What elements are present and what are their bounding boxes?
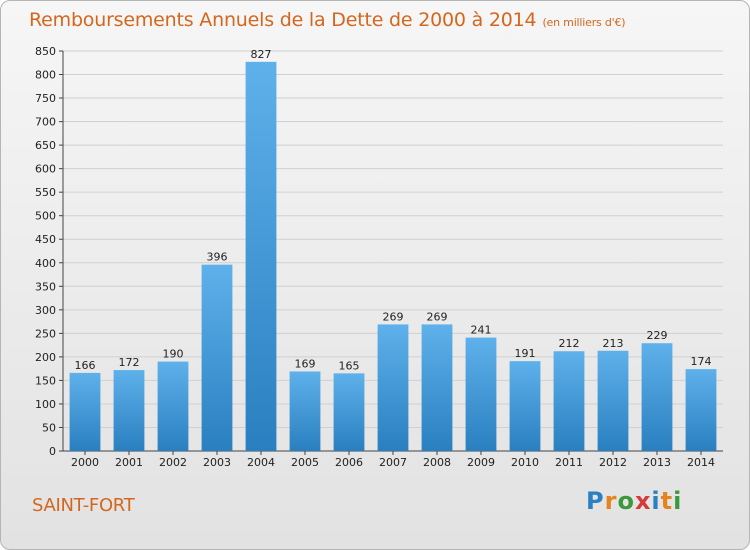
y-tick-label: 100 xyxy=(35,398,56,411)
bar-2003 xyxy=(201,264,233,451)
bar-value-label: 212 xyxy=(559,337,580,350)
y-tick-label: 300 xyxy=(35,304,56,317)
y-tick-label: 600 xyxy=(35,163,56,176)
bars xyxy=(69,61,717,452)
logo-letter: i xyxy=(673,487,683,515)
x-tick-label: 2004 xyxy=(247,456,275,469)
bar-value-label: 396 xyxy=(207,251,228,264)
bar-2007 xyxy=(377,324,409,451)
bar-2012 xyxy=(597,350,629,451)
x-tick-label: 2011 xyxy=(555,456,583,469)
chart-title: Remboursements Annuels de la Dette de 20… xyxy=(29,9,626,31)
bar-2002 xyxy=(157,361,189,451)
bar-value-label: 174 xyxy=(691,355,712,368)
logo-letter: t xyxy=(660,487,674,515)
bar-2005 xyxy=(289,371,321,451)
logo-letter: i xyxy=(651,487,661,515)
logo-letter: P xyxy=(586,487,605,515)
y-tick-label: 650 xyxy=(35,139,56,152)
x-tick-label: 2006 xyxy=(335,456,363,469)
x-tick-label: 2010 xyxy=(511,456,539,469)
bar-value-label: 190 xyxy=(163,348,184,361)
logo-letter: x xyxy=(634,487,652,515)
bar-2006 xyxy=(333,373,365,451)
y-tick-label: 200 xyxy=(35,351,56,364)
bar-2000 xyxy=(69,372,101,451)
x-tick-label: 2007 xyxy=(379,456,407,469)
bar-2011 xyxy=(553,351,585,451)
x-tick-label: 2013 xyxy=(643,456,671,469)
y-tick-label: 800 xyxy=(35,69,56,82)
bar-2004 xyxy=(245,61,277,452)
y-tick-label: 550 xyxy=(35,186,56,199)
y-tick-label: 0 xyxy=(49,445,56,458)
y-tick-label: 350 xyxy=(35,280,56,293)
x-tick-label: 2001 xyxy=(115,456,143,469)
chart-title-text: Remboursements Annuels de la Dette de 20… xyxy=(29,9,537,31)
logo-letter: o xyxy=(617,487,635,515)
x-tick-label: 2008 xyxy=(423,456,451,469)
bar-2010 xyxy=(509,361,541,451)
bar-2014 xyxy=(685,369,717,451)
proxiti-logo: Proxiti xyxy=(586,487,682,515)
bar-value-label: 165 xyxy=(339,359,360,372)
y-tick-label: 500 xyxy=(35,210,56,223)
y-tick-label: 450 xyxy=(35,233,56,246)
y-tick-label: 850 xyxy=(35,45,56,58)
commune-name: SAINT-FORT xyxy=(32,495,135,516)
bar-value-label: 269 xyxy=(427,310,448,323)
bar-value-label: 169 xyxy=(295,357,316,370)
labels: 0 50 100 150 200 250 300 350 400 450 500 550 600 650 7… xyxy=(35,45,715,469)
x-tick-label: 2003 xyxy=(203,456,231,469)
y-tick-label: 400 xyxy=(35,257,56,270)
x-tick-label: 2005 xyxy=(291,456,319,469)
bar-value-label: 827 xyxy=(251,48,272,61)
bar-value-label: 191 xyxy=(515,347,536,360)
bar-value-label: 166 xyxy=(75,359,96,372)
x-tick-label: 2009 xyxy=(467,456,495,469)
y-tick-label: 150 xyxy=(35,374,56,387)
x-tick-label: 2002 xyxy=(159,456,187,469)
x-tick-label: 2000 xyxy=(71,456,99,469)
bar-2001 xyxy=(113,370,145,451)
y-tick-label: 700 xyxy=(35,116,56,129)
bar-2008 xyxy=(421,324,453,451)
x-tick-label: 2012 xyxy=(599,456,627,469)
bar-value-label: 241 xyxy=(471,324,492,337)
y-tick-label: 750 xyxy=(35,92,56,105)
bar-value-label: 269 xyxy=(383,310,404,323)
bar-value-label: 172 xyxy=(119,356,140,369)
chart-subtitle: (en milliers d'€) xyxy=(542,16,626,29)
y-tick-label: 250 xyxy=(35,327,56,340)
bar-2009 xyxy=(465,337,497,451)
y-tick-label: 50 xyxy=(42,421,56,434)
logo-letter: r xyxy=(604,487,618,515)
x-tick-label: 2014 xyxy=(687,456,715,469)
bar-2013 xyxy=(641,343,673,451)
bar-value-label: 229 xyxy=(647,329,668,342)
bar-value-label: 213 xyxy=(603,337,624,350)
